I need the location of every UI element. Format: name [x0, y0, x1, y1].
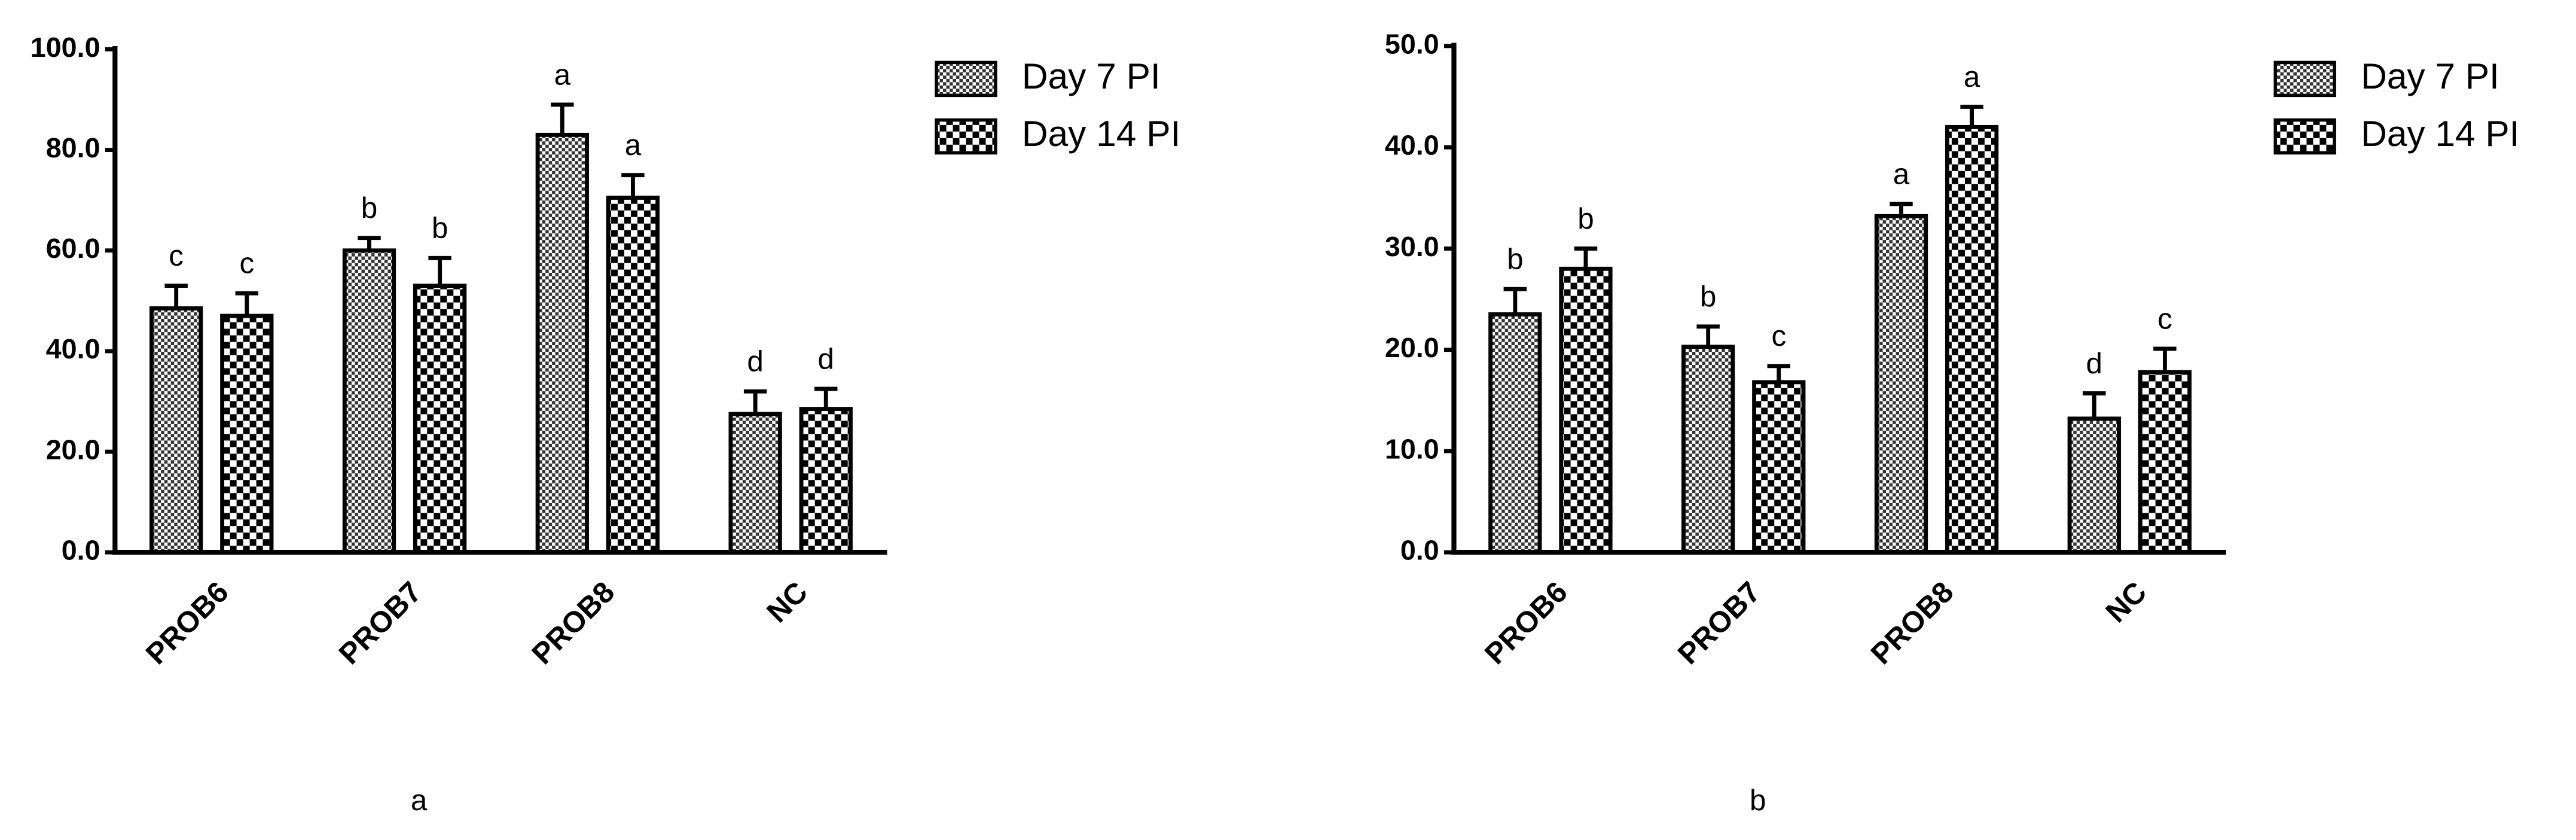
bar: [1488, 312, 1542, 555]
y-tick-label: 10.0: [1385, 433, 1439, 464]
bar: [220, 314, 274, 555]
legend-label: Day 14 PI: [2361, 113, 2519, 154]
bar: [1559, 266, 1613, 555]
bar: [728, 412, 782, 555]
legend-swatch: [935, 60, 997, 98]
significance-label: a: [1893, 157, 1910, 190]
significance-label: d: [2086, 347, 2103, 380]
panel-caption: b: [1750, 784, 1766, 817]
significance-label: a: [1964, 60, 1980, 93]
y-tick-label: 60.0: [46, 233, 100, 264]
y-tick-label: 50.0: [1385, 28, 1439, 59]
panel-caption: a: [411, 784, 428, 817]
significance-label: b: [1700, 280, 1717, 313]
bar: [606, 196, 660, 555]
significance-label: a: [554, 58, 571, 91]
bar: [342, 248, 396, 555]
y-tick-label: 0.0: [62, 535, 100, 566]
significance-label: a: [625, 129, 642, 162]
significance-label: c: [169, 239, 184, 272]
legend-label: Day 14 PI: [1022, 113, 1180, 154]
y-tick-label: 40.0: [46, 333, 100, 364]
significance-label: c: [239, 247, 254, 280]
legend-label: Day 7 PI: [1022, 56, 1161, 96]
y-tick-label: 20.0: [46, 434, 100, 465]
x-tick-label: PROB6: [1479, 576, 1574, 671]
bar: [1681, 345, 1735, 555]
bar: [1752, 380, 1806, 555]
y-tick-label: 20.0: [1385, 332, 1439, 363]
legend-label: Day 7 PI: [2361, 56, 2499, 96]
y-tick-label: 0.0: [1400, 535, 1439, 566]
bar: [413, 284, 467, 555]
legend-swatch: [2273, 60, 2336, 98]
significance-label: d: [818, 342, 835, 375]
x-tick-label: NC: [761, 576, 814, 629]
bar: [2067, 416, 2121, 555]
y-tick-label: 40.0: [1385, 130, 1439, 161]
x-tick-label: PROB7: [332, 576, 428, 671]
x-tick-label: PROB8: [526, 576, 621, 671]
significance-label: d: [747, 345, 764, 378]
y-tick-label: 100.0: [30, 32, 100, 63]
significance-label: b: [361, 191, 378, 224]
significance-label: c: [2157, 302, 2172, 335]
x-tick-label: NC: [2099, 576, 2153, 629]
legend-swatch: [935, 118, 997, 155]
bar: [799, 407, 853, 555]
bar: [535, 132, 589, 555]
bar: [1874, 214, 1928, 555]
y-tick-label: 80.0: [46, 132, 100, 163]
y-tick-label: 30.0: [1385, 231, 1439, 262]
legend-swatch: [2273, 118, 2336, 155]
x-tick-label: PROB6: [139, 576, 234, 671]
x-tick-label: PROB7: [1671, 576, 1766, 671]
bar: [149, 306, 203, 555]
x-tick-label: PROB8: [1864, 576, 1960, 671]
bar: [1945, 124, 1999, 555]
significance-label: b: [1507, 242, 1524, 275]
significance-label: c: [1771, 319, 1786, 352]
significance-label: b: [1577, 202, 1594, 235]
bar: [2138, 370, 2192, 555]
significance-label: b: [432, 212, 448, 245]
